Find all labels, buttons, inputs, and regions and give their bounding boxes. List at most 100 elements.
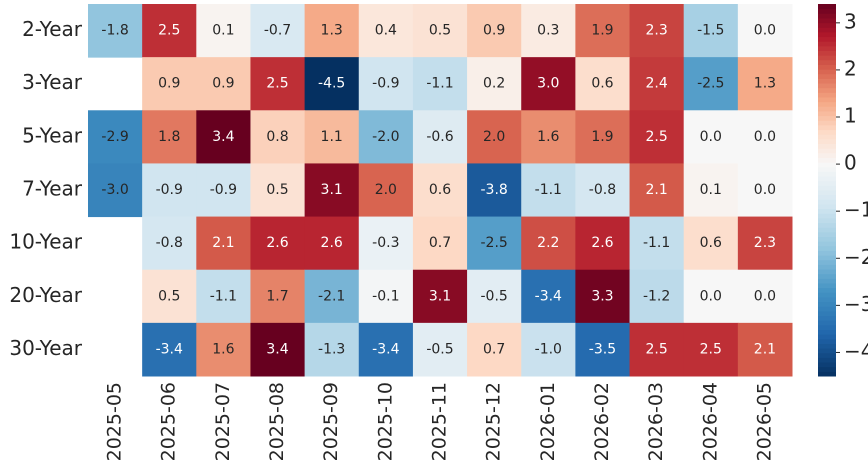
colorbar-segment: [818, 120, 836, 126]
heatmap-cell: [683, 4, 739, 58]
colorbar-segment: [818, 138, 836, 144]
colorbar-segment: [818, 324, 836, 330]
heatmap-cell: [142, 216, 197, 271]
cell-label: 0.5: [266, 182, 288, 198]
colorbar-segment: [818, 371, 836, 377]
cell-label: 0.0: [754, 129, 776, 145]
colorbar-segment: [818, 357, 836, 363]
cell-label: 0.6: [700, 235, 722, 251]
heatmap-cell: [521, 110, 576, 164]
colorbar-segment: [818, 255, 836, 261]
heatmap-cell: [250, 322, 306, 377]
heatmap-cell: [737, 57, 793, 111]
colorbar-segment: [818, 217, 836, 224]
cell-label: 2.1: [212, 235, 234, 251]
heatmap-cell: [575, 216, 631, 271]
colorbar-segment: [818, 283, 836, 289]
colorbar-segment: [818, 348, 836, 354]
heatmap-cell: [304, 322, 360, 377]
heatmap-cell: [142, 110, 197, 164]
y-tick-label: 30-Year: [9, 336, 82, 360]
colorbar-segment: [818, 59, 836, 65]
heatmap-cell: [683, 57, 739, 111]
colorbar-segment: [818, 278, 836, 284]
colorbar-segment: [818, 231, 836, 237]
heatmap-cell: [683, 322, 739, 377]
cell-label: 2.1: [754, 341, 776, 357]
colorbar-segment: [818, 320, 836, 326]
heatmap-cell: [467, 269, 522, 324]
cell-label: 3.1: [429, 288, 451, 304]
colorbar-segment: [818, 45, 836, 51]
cell-label: -1.8: [101, 23, 128, 39]
cell-label: 0.0: [700, 288, 722, 304]
colorbar-segment: [818, 73, 836, 79]
colorbar-segment: [818, 334, 836, 340]
heatmap-cell: [629, 216, 685, 271]
heatmap-cell: [521, 4, 576, 58]
cell-label: 3.4: [266, 341, 288, 357]
colorbar-tick-label: −3: [844, 292, 868, 316]
x-tick-label: 2026-04: [699, 382, 721, 461]
cell-label: 1.6: [537, 129, 559, 145]
y-tick-label: 20-Year: [9, 283, 82, 307]
colorbar-segment: [818, 296, 836, 303]
x-tick-label: 2025-05: [104, 382, 126, 461]
cell-label: -2.5: [697, 76, 724, 92]
heatmap-cell: [358, 163, 414, 218]
heatmap-cell: [250, 163, 306, 218]
cell-label: 2.0: [375, 182, 397, 198]
colorbar-segment: [818, 343, 836, 349]
colorbar-segment: [818, 41, 836, 47]
colorbar-segment: [818, 97, 836, 103]
colorbar-segment: [818, 64, 836, 70]
colorbar-segment: [818, 208, 836, 214]
cell-label: -3.0: [101, 182, 128, 198]
cell-label: 0.2: [483, 76, 505, 92]
x-tick-label: 2025-06: [158, 382, 180, 461]
cell-label: 1.3: [754, 76, 776, 92]
heatmap-cell: [629, 4, 685, 58]
colorbar-segment: [818, 269, 836, 275]
cell-label: 2.0: [483, 129, 505, 145]
colorbar-tick-label: −2: [844, 245, 868, 269]
colorbar-segment: [818, 241, 836, 247]
colorbar-segment: [818, 13, 836, 19]
heatmap-cell: [250, 110, 306, 164]
colorbar-tick-label: 2: [844, 56, 857, 80]
colorbar-segment: [818, 176, 836, 182]
heatmap-cell: [737, 163, 793, 218]
x-tick-label: 2026-02: [591, 382, 613, 461]
colorbar-segment: [818, 17, 836, 24]
heatmap-cell: [88, 4, 143, 58]
cell-label: 2.6: [591, 235, 613, 251]
heatmap-cell: [737, 110, 793, 164]
heatmap-cell: [412, 57, 468, 111]
colorbar-segment: [818, 194, 836, 200]
cell-label: -1.3: [318, 341, 345, 357]
cell-label: -3.4: [156, 341, 183, 357]
cell-label: -4.5: [318, 76, 345, 92]
colorbar-segment: [818, 250, 836, 256]
cell-label: -0.6: [426, 129, 453, 145]
heatmap-cell: [467, 57, 522, 111]
heatmap-cell: [575, 269, 631, 324]
heatmap-cell: [196, 269, 251, 324]
heatmap-cell: [412, 322, 468, 377]
heatmap-cell: [521, 163, 576, 218]
cell-label: -3.5: [589, 341, 616, 357]
x-tick-label: 2025-08: [266, 382, 288, 461]
cell-label: 2.5: [700, 341, 722, 357]
cell-label: -2.1: [318, 288, 345, 304]
colorbar-segment: [818, 152, 836, 158]
heatmap-cell: [683, 163, 739, 218]
colorbar-segment: [818, 264, 836, 270]
colorbar-tick-label: 3: [844, 9, 857, 33]
cell-label: -0.8: [589, 182, 616, 198]
heatmap-cell: [683, 269, 739, 324]
cell-label: 1.3: [321, 23, 343, 39]
cell-label: -1.1: [535, 182, 562, 198]
heatmap-cell: [142, 163, 197, 218]
cell-label: 1.8: [158, 129, 180, 145]
cell-label: -2.0: [372, 129, 399, 145]
